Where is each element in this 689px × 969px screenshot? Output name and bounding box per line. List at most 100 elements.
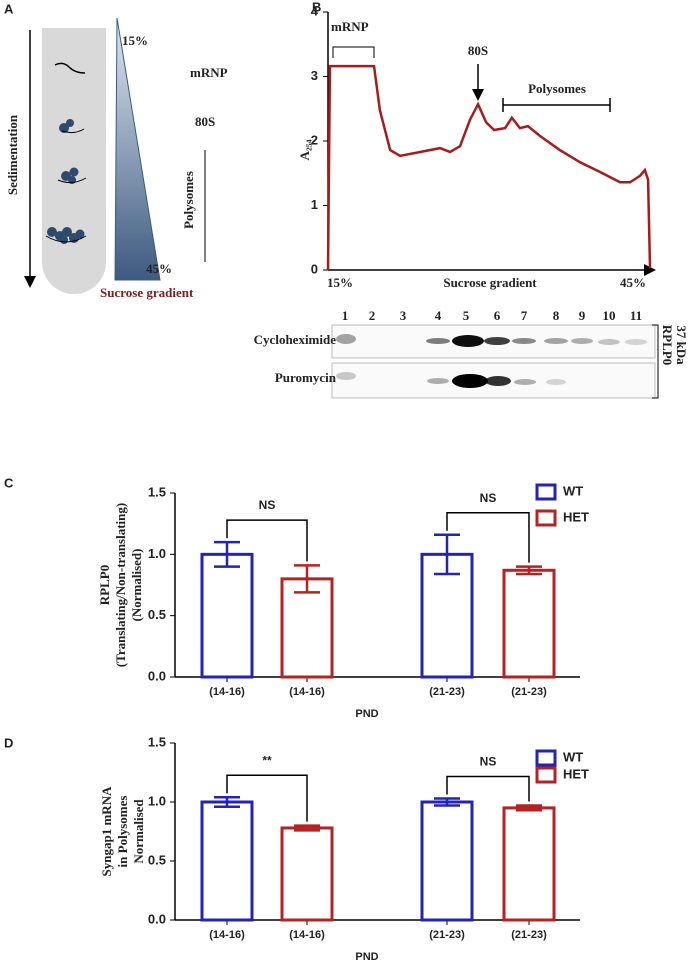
legend-label: WT bbox=[563, 483, 583, 498]
lane-number: 1 bbox=[342, 308, 349, 323]
x-tick-label: (21-23) bbox=[429, 686, 465, 698]
y-tick-label: 0.0 bbox=[148, 668, 166, 683]
y-axis-label: A₂₅₄ bbox=[297, 139, 312, 160]
error-bar bbox=[434, 797, 460, 807]
panel-label: A bbox=[4, 1, 14, 16]
bar bbox=[502, 806, 556, 922]
x-label: 15% bbox=[327, 275, 353, 290]
error-bar bbox=[214, 540, 240, 568]
x-label: Sucrose gradient bbox=[443, 275, 537, 290]
legend-swatch bbox=[535, 749, 557, 767]
percent-label: 45% bbox=[146, 261, 172, 276]
significance-label: NS bbox=[259, 498, 276, 512]
bracket bbox=[502, 98, 611, 112]
y-axis-label: Normalised bbox=[131, 799, 146, 864]
blot: RPLP0 37 kDa Cycloheximide Puromycin bbox=[254, 324, 689, 399]
error-bar bbox=[516, 804, 542, 812]
y-axis-label: (Translating/Non-translating) bbox=[113, 503, 128, 667]
y-axis-label: Syngap1 mRNA bbox=[99, 786, 114, 877]
x-tick-label: (14-16) bbox=[209, 686, 245, 698]
mrnp-label: mRNP bbox=[190, 65, 228, 80]
polysome-icon bbox=[57, 167, 87, 184]
legend-swatch bbox=[535, 509, 557, 527]
error-bar bbox=[214, 796, 240, 808]
legend-swatch bbox=[535, 766, 557, 784]
x-tick-label: (21-23) bbox=[429, 929, 465, 941]
panel-a: Sedimentation 15% 45% mRNP 80S Polysomes… bbox=[5, 17, 228, 300]
lane-number: 7 bbox=[521, 308, 528, 323]
x-axis-label: PND bbox=[355, 951, 378, 963]
row-label: Cycloheximide bbox=[254, 332, 337, 347]
bracket bbox=[332, 46, 375, 58]
significance-bracket bbox=[446, 775, 530, 802]
y-axis-label: in Polysomes bbox=[115, 796, 130, 868]
significance-label: ** bbox=[262, 753, 272, 767]
y-tick-label: 0 bbox=[311, 261, 318, 276]
protein-label: RPLP0 bbox=[660, 325, 675, 365]
error-bar bbox=[294, 824, 320, 832]
lane-number: 8 bbox=[553, 308, 560, 323]
annotation: Polysomes bbox=[528, 81, 586, 96]
bracket bbox=[652, 324, 659, 399]
y-tick-label: 1.5 bbox=[148, 484, 166, 499]
size-label: 37 kDa bbox=[674, 325, 689, 365]
y-tick-label: 4 bbox=[311, 3, 319, 18]
error-bar bbox=[516, 565, 542, 576]
y-tick-label: 1.5 bbox=[148, 734, 166, 749]
ribosome-label: 80S bbox=[195, 114, 215, 129]
bar bbox=[200, 800, 254, 922]
bar bbox=[280, 826, 334, 922]
legend-label: HET bbox=[563, 509, 589, 524]
significance-bracket bbox=[226, 519, 308, 562]
x-tick-label: (14-16) bbox=[289, 686, 325, 698]
y-tick-label: 0.0 bbox=[148, 911, 166, 926]
row-label: Puromycin bbox=[275, 370, 337, 385]
panel-label: C bbox=[4, 475, 14, 490]
y-tick-label: 2 bbox=[311, 132, 318, 147]
y-tick-label: 1.0 bbox=[148, 793, 166, 808]
bar bbox=[502, 568, 556, 679]
line bbox=[326, 64, 652, 271]
significance-bracket bbox=[226, 774, 308, 822]
y-tick-label: 1 bbox=[311, 197, 318, 212]
legend-label: HET bbox=[563, 766, 589, 781]
error-bar bbox=[294, 564, 320, 594]
y-tick-label: 1.0 bbox=[148, 546, 166, 561]
bar bbox=[200, 552, 254, 679]
polysomes-label: Polysomes bbox=[181, 171, 196, 229]
panel-label: D bbox=[4, 735, 13, 750]
y-tick-label: 0.5 bbox=[148, 607, 166, 622]
sedimentation-label: Sedimentation bbox=[5, 114, 20, 195]
x-tick-label: (21-23) bbox=[511, 929, 547, 941]
polysome-icon bbox=[45, 227, 87, 244]
x-axis-label: PND bbox=[355, 708, 378, 720]
lane-number: 6 bbox=[494, 308, 501, 323]
percent-label: 15% bbox=[122, 33, 148, 48]
significance-label: NS bbox=[480, 491, 497, 505]
x-tick-label: (21-23) bbox=[511, 686, 547, 698]
y-axis-label: (Normalised) bbox=[129, 549, 144, 622]
annotation: 80S bbox=[468, 43, 488, 58]
y-axis-label: RPLP0 bbox=[97, 565, 112, 605]
lane-number: 2 bbox=[369, 308, 376, 323]
bands bbox=[336, 334, 647, 388]
mrna-icon bbox=[54, 62, 86, 74]
tube bbox=[42, 28, 106, 294]
lane-number: 9 bbox=[579, 308, 586, 323]
legend-swatch bbox=[535, 483, 557, 501]
lane-number: 4 bbox=[435, 308, 442, 323]
y-tick-label: 3 bbox=[311, 68, 318, 83]
bar bbox=[420, 800, 474, 922]
lane-number: 5 bbox=[463, 308, 470, 323]
significance-label: NS bbox=[480, 755, 497, 769]
legend-label: WT bbox=[563, 749, 583, 764]
gradient-triangle bbox=[114, 17, 161, 281]
lane-number: 11 bbox=[630, 308, 642, 323]
x-tick-label: (14-16) bbox=[289, 929, 325, 941]
lane-number: 3 bbox=[400, 308, 407, 323]
gradient-label: Sucrose gradient bbox=[100, 285, 194, 300]
lane-number: 10 bbox=[603, 308, 616, 323]
panel-label: B bbox=[312, 0, 321, 14]
y-tick-label: 0.5 bbox=[148, 852, 166, 867]
